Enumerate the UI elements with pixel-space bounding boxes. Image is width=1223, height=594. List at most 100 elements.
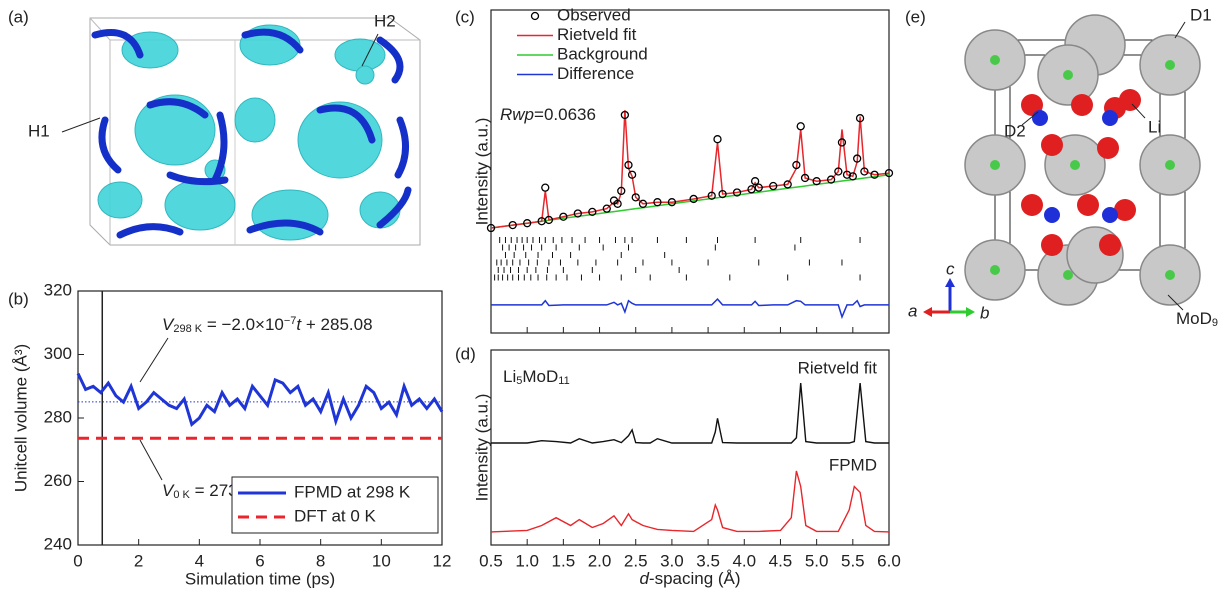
y-tick-label: 300: [44, 344, 72, 363]
x-tick-label: 0: [73, 551, 82, 570]
compound-label-part: 5: [516, 375, 522, 387]
observed-point: [541, 183, 550, 192]
series-line: [490, 470, 890, 533]
series-line: [491, 298, 889, 320]
observed-point: [732, 188, 742, 197]
observed-point: [486, 223, 496, 233]
annotation-part: + 285.08: [301, 315, 372, 334]
x-tick-label: 5.5: [841, 551, 865, 570]
observed-point: [573, 209, 582, 218]
annotation-part: t: [296, 315, 302, 334]
x-tick-label: 8: [316, 551, 325, 570]
plot-frame: [490, 349, 890, 546]
observed-point: [508, 220, 517, 230]
axis-letter: a: [908, 301, 917, 320]
observed-point: [602, 204, 611, 213]
panel-label: (e): [905, 7, 926, 26]
observed-point: [837, 138, 847, 147]
annotation-label: H2: [374, 11, 396, 30]
observed-point: [848, 172, 857, 181]
observed-point: [796, 122, 805, 131]
legend-box: [231, 476, 439, 534]
observed-point: [624, 160, 633, 170]
panel-label: (c): [455, 7, 475, 26]
observed-point: [754, 183, 763, 192]
observed-point: [800, 173, 810, 183]
y-tick-label: 320: [44, 280, 72, 299]
axis-letter: b: [980, 303, 989, 322]
x-axis-title-part: d: [639, 569, 649, 588]
x-tick-label: 4: [195, 551, 204, 570]
x-tick-label: 3.5: [696, 551, 720, 570]
x-tick-label: 10: [372, 551, 391, 570]
observed-point: [769, 181, 778, 191]
observed-point: [860, 167, 869, 176]
observed-point: [870, 170, 879, 179]
observed-point: [620, 110, 630, 120]
series-line: [76, 372, 444, 428]
observed-point: [627, 170, 637, 179]
annotation: Rwp=0.0636: [500, 105, 596, 124]
observed-point: [884, 168, 894, 178]
y-axis-title: Unitcell volume (Å³): [11, 344, 30, 492]
panel-label: (d): [455, 344, 476, 363]
y-tick-label: 260: [44, 471, 72, 490]
x-tick-label: 3.0: [660, 551, 684, 570]
series-line: [490, 110, 890, 229]
x-axis-title-part: -spacing (Å): [649, 569, 741, 588]
compound-label-part: Li: [503, 367, 516, 386]
observed-point: [718, 189, 727, 199]
observed-point: [783, 180, 792, 189]
x-tick-label: 0.5: [479, 551, 503, 570]
y-axis-title: Intensity (a.u.): [472, 118, 491, 226]
observed-point: [834, 167, 843, 176]
annotation-part: = −2.0×10: [202, 315, 284, 334]
panel-e-image: [923, 14, 1201, 317]
x-axis-title: d-spacing (Å): [639, 569, 740, 588]
observed-point: [638, 199, 648, 208]
observed-point: [713, 135, 722, 144]
annotation-label: MoD9: [1176, 309, 1218, 329]
observed-point: [653, 198, 662, 207]
observed-point: [588, 207, 597, 217]
annotation-label: H1: [28, 121, 50, 140]
series-label: Rietveld fit: [798, 358, 878, 377]
x-tick-label: 2: [134, 551, 143, 570]
observed-point: [617, 186, 626, 196]
observed-point: [523, 219, 532, 228]
annotation-part: 0 K: [173, 489, 190, 501]
series-label: FPMD: [829, 455, 877, 474]
legend-label: Observed: [557, 5, 631, 24]
annotation-part: V: [162, 481, 175, 500]
observed-point: [667, 198, 677, 207]
x-tick-label: 12: [433, 551, 452, 570]
legend-swatch: [530, 11, 540, 21]
observed-point: [613, 199, 622, 208]
observed-point: [842, 170, 852, 179]
annotation: V298 K = −2.0×10−7t + 285.08: [162, 315, 373, 335]
x-tick-label: 1.0: [515, 551, 539, 570]
observed-point: [559, 212, 568, 221]
x-tick-label: 6: [255, 551, 264, 570]
compound-label: Li5MoD11: [503, 367, 570, 387]
x-tick-label: 4.0: [732, 551, 756, 570]
annotation-part: =0.0636: [534, 105, 596, 124]
panel-a-image: [61, 17, 421, 246]
y-axis-title: Intensity (a.u.): [472, 394, 491, 502]
x-tick-label: 5.0: [805, 551, 829, 570]
y-tick-label: 240: [44, 534, 72, 553]
observed-point: [689, 194, 698, 204]
panel-label: (b): [8, 289, 29, 308]
x-tick-label: 6.0: [877, 551, 901, 570]
axis-letter: c: [946, 259, 955, 278]
x-tick-label: 1.5: [552, 551, 576, 570]
panel-label: (a): [8, 7, 29, 26]
leader-line: [139, 337, 169, 383]
observed-point: [855, 114, 865, 123]
annotation-part: Rwp: [500, 105, 534, 124]
x-tick-label: 2.0: [588, 551, 612, 570]
observed-point: [631, 193, 640, 202]
annotation-part: 298 K: [173, 323, 202, 335]
annotation-label-part: 9: [1212, 317, 1218, 329]
